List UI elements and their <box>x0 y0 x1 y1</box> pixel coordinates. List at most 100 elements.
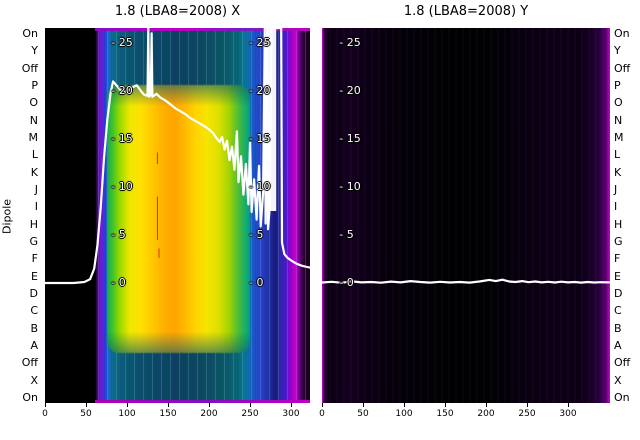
dipole-label: D <box>29 286 38 300</box>
dipole-label: D <box>614 286 623 300</box>
x-tick-mark <box>291 403 292 407</box>
bandpass-curve <box>45 28 310 285</box>
x-tick-mark <box>127 403 128 407</box>
rfi-artifact-bar <box>156 152 158 164</box>
dipole-label: Off <box>614 61 631 75</box>
dipole-label: Y <box>614 44 621 58</box>
dipole-label: X <box>30 373 38 387</box>
y-tick-label: - 15 <box>249 132 271 145</box>
y-tick-label: - 25 <box>339 36 361 49</box>
x-tick-mark <box>404 403 405 407</box>
y-tick-label: - 10 <box>111 180 133 193</box>
dipole-label: F <box>31 252 38 266</box>
dipole-label: O <box>29 96 38 110</box>
x-tick-label: 50 <box>357 409 369 419</box>
x-tick-label: 150 <box>436 409 454 419</box>
x-tick-mark <box>363 403 364 407</box>
right-plot-title: 1.8 (LBA8=2008) Y <box>403 4 529 19</box>
dipole-label: Off <box>614 356 631 370</box>
y-tick-label: - 0 <box>249 276 264 289</box>
dipole-label: K <box>30 165 38 179</box>
x-tick-label: 200 <box>477 409 495 419</box>
dipole-label: E <box>31 269 38 283</box>
dipole-label: H <box>614 217 623 231</box>
y-tick-label: - 20 <box>339 84 361 97</box>
x-tick-mark <box>527 403 528 407</box>
y-tick-label: - 25 <box>111 36 133 49</box>
dipole-label: Off <box>21 356 38 370</box>
x-tick-label: 300 <box>559 409 577 419</box>
left-heatmap-panel: - 25 - 20 - 15 - 10 - 5 - 0 - 25 - 20 - 15 - 10 - … <box>45 28 310 403</box>
x-tick-label: 100 <box>118 409 136 419</box>
x-tick-label: 100 <box>395 409 413 419</box>
dipole-label: L <box>31 148 38 162</box>
dipole-label: X <box>614 373 622 387</box>
dipole-label: F <box>614 252 621 266</box>
dipole-label: G <box>614 234 623 248</box>
x-tick-mark <box>445 403 446 407</box>
dipole-label: J <box>34 182 38 196</box>
dipole-label: A <box>30 338 38 352</box>
x-tick-mark <box>86 403 87 407</box>
x-tick-mark <box>168 403 169 407</box>
dipole-label: N <box>29 113 38 127</box>
left-plot-title: 1.8 (LBA8=2008) X <box>114 4 241 19</box>
dipole-label: B <box>614 321 622 335</box>
y-tick-label: - 5 <box>339 228 354 241</box>
x-tick-label: 250 <box>518 409 536 419</box>
dipole-label: On <box>614 27 630 40</box>
dipole-label: Y <box>31 44 38 58</box>
dipole-labels-left: On Y Off P O N M L K J I H G F E D C B A Off X On <box>0 28 41 403</box>
dipole-label: Off <box>21 61 38 75</box>
y-tick-label: - 20 <box>249 84 271 97</box>
dipole-label: A <box>614 338 622 352</box>
rfi-artifact-bar <box>158 248 160 259</box>
y-tick-label: - 5 <box>249 228 264 241</box>
x-tick-label: 150 <box>159 409 177 419</box>
dipole-label: P <box>614 78 621 92</box>
right-x-axis-ticks: 0 50 100 150 200 250 300 <box>319 403 610 425</box>
right-heatmap-panel: - 25 - 20 - 15 - 10 - 5 - 0 <box>322 28 610 403</box>
dipole-label: M <box>28 130 39 144</box>
x-tick-mark <box>322 403 323 407</box>
dipole-label: On <box>22 390 38 404</box>
y-tick-label: - 10 <box>249 180 271 193</box>
x-tick-mark <box>209 403 210 407</box>
y-tick-label: - 15 <box>111 132 133 145</box>
left-x-axis-ticks: 0 50 100 150 200 250 300 <box>42 403 310 425</box>
x-tick-label: 0 <box>319 409 325 419</box>
dipole-label: K <box>614 165 622 179</box>
dipole-label: C <box>30 304 38 318</box>
dipole-label: On <box>22 27 38 40</box>
dipole-labels-right: On Y Off P O N M L K J I H G F E D C B A Off X On <box>614 28 640 403</box>
dipole-label: C <box>614 304 622 318</box>
x-tick-mark <box>486 403 487 407</box>
y-tick-label: - 0 <box>339 276 354 289</box>
y-tick-label: - 10 <box>339 180 361 193</box>
dipole-label: G <box>29 234 38 248</box>
dipole-label: I <box>34 200 38 214</box>
y-tick-label: - 15 <box>339 132 361 145</box>
left-panel-bright-core <box>107 85 250 353</box>
x-tick-label: 200 <box>200 409 218 419</box>
dipole-label: N <box>614 113 623 127</box>
dipole-label: J <box>614 182 618 196</box>
left-panel-curve-layer <box>45 28 310 285</box>
x-tick-label: 0 <box>42 409 48 419</box>
y-tick-label: - 25 <box>249 36 271 49</box>
dipole-label: O <box>614 96 623 110</box>
left-panel-bottom-edge-strip <box>95 400 310 403</box>
right-panel-stripe-texture <box>322 28 610 403</box>
x-tick-mark <box>45 403 46 407</box>
dipole-label: E <box>614 269 621 283</box>
bandpass-curve <box>322 278 610 284</box>
left-panel-top-edge-strip <box>95 28 310 31</box>
dipole-label: P <box>31 78 38 92</box>
x-tick-mark <box>568 403 569 407</box>
x-tick-label: 50 <box>80 409 92 419</box>
dipole-label: L <box>614 148 621 162</box>
y-tick-label: - 20 <box>111 84 133 97</box>
dipole-label: M <box>614 130 624 144</box>
dipole-label: H <box>29 217 38 231</box>
